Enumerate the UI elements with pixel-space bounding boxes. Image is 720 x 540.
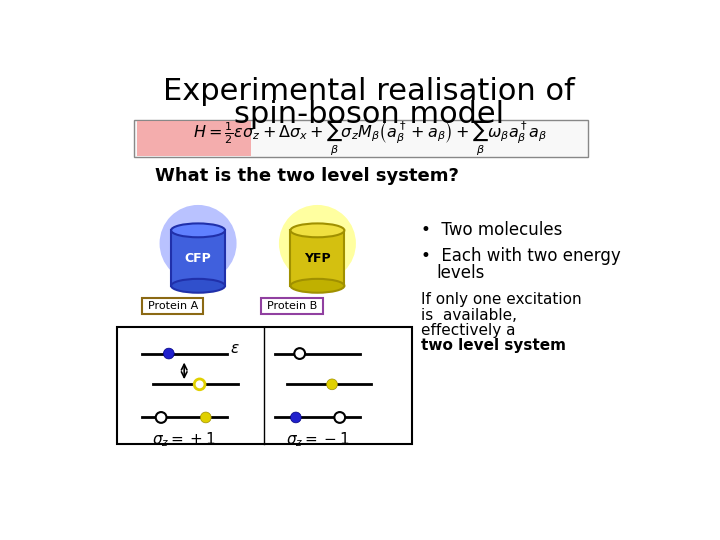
Text: CFP: CFP <box>185 252 212 265</box>
Circle shape <box>156 412 166 423</box>
Ellipse shape <box>290 224 344 237</box>
Bar <box>134 120 588 157</box>
Circle shape <box>163 348 174 359</box>
Bar <box>142 298 204 314</box>
Text: •  Each with two energy: • Each with two energy <box>421 247 621 265</box>
Bar <box>171 231 225 286</box>
Bar <box>290 231 344 286</box>
Ellipse shape <box>171 279 225 293</box>
Circle shape <box>290 412 301 423</box>
Text: Experimental realisation of: Experimental realisation of <box>163 77 575 106</box>
Bar <box>138 121 251 157</box>
Ellipse shape <box>160 205 237 282</box>
Text: YFP: YFP <box>304 252 330 265</box>
Text: Protein B: Protein B <box>267 301 317 311</box>
Circle shape <box>334 412 345 423</box>
Text: $\sigma_z = -1$: $\sigma_z = -1$ <box>286 430 349 449</box>
Text: What is the two level system?: What is the two level system? <box>156 167 459 185</box>
Ellipse shape <box>171 224 225 237</box>
Text: levels: levels <box>436 264 485 282</box>
Text: spin-boson model: spin-boson model <box>234 100 504 130</box>
Bar <box>117 327 412 444</box>
Circle shape <box>294 348 305 359</box>
Circle shape <box>327 379 338 390</box>
Text: $H = \frac{1}{2}\varepsilon\sigma_z + \Delta\sigma_x + \sum_\beta \sigma_z M_\be: $H = \frac{1}{2}\varepsilon\sigma_z + \D… <box>193 119 548 158</box>
Text: •  Two molecules: • Two molecules <box>421 221 563 239</box>
Circle shape <box>194 379 205 390</box>
Ellipse shape <box>290 279 344 293</box>
Text: effectively a: effectively a <box>421 323 516 338</box>
Text: Protein A: Protein A <box>148 301 198 311</box>
Text: $\sigma_z = +1$: $\sigma_z = +1$ <box>153 430 216 449</box>
Ellipse shape <box>279 205 356 282</box>
Bar <box>261 298 323 314</box>
Text: is  available,: is available, <box>421 308 518 322</box>
Text: two level system: two level system <box>421 339 567 353</box>
Text: If only one excitation: If only one excitation <box>421 292 582 307</box>
Text: $\varepsilon$: $\varepsilon$ <box>230 341 240 356</box>
Circle shape <box>200 412 211 423</box>
